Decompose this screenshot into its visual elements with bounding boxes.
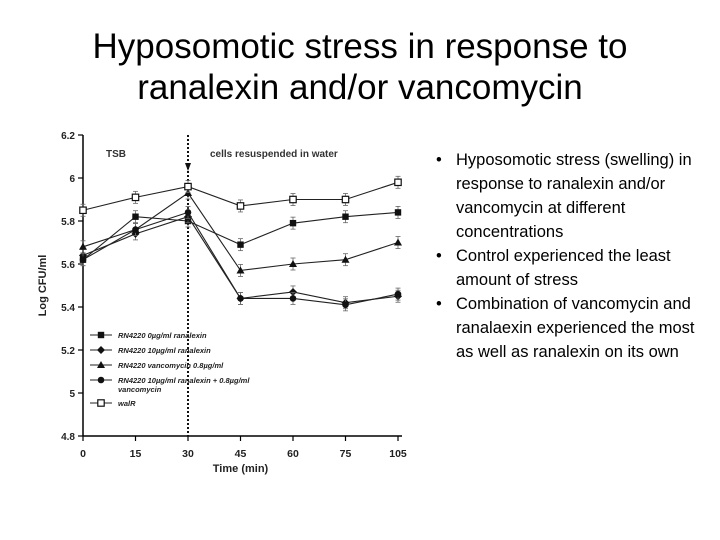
data-point (289, 219, 297, 227)
data-point (79, 256, 87, 263)
legend-marker (97, 361, 105, 368)
x-axis-label: Time (min) (213, 463, 269, 475)
data-point (236, 266, 245, 274)
data-point (79, 206, 87, 215)
bullet-item: • Combination of vancomycin and ranalaexi… (436, 292, 708, 364)
legend-label: RN4220 10µg/ml ranalexin (118, 346, 211, 355)
data-point (289, 287, 297, 296)
annotation-tsb: TSB (106, 149, 126, 160)
legend-marker (97, 399, 105, 407)
y-tick-label: 5.4 (61, 303, 75, 314)
y-axis-label: Log CFU/ml (37, 255, 49, 317)
bullet-dot-icon: • (436, 151, 442, 169)
y-tick-label: 4.8 (61, 432, 75, 443)
data-point (132, 226, 139, 233)
annotation-resuspended: cells resuspended in water (210, 149, 338, 160)
data-point (394, 178, 402, 187)
bullet-item: • Control experienced the least amount of… (436, 244, 708, 292)
data-point (132, 213, 139, 220)
data-point (237, 241, 244, 248)
slide-title-line-2: ranalexin and/or vancomycin (137, 68, 583, 107)
x-tick-label: 15 (130, 448, 142, 460)
legend-label: RN4220 10µg/ml ranalexin + 0.8µg/ml (118, 376, 250, 385)
data-point (289, 260, 297, 267)
x-tick-label: 45 (235, 448, 247, 460)
data-point (289, 295, 297, 302)
legend-label: walR (118, 399, 136, 408)
x-tick-label: 105 (389, 448, 407, 460)
bullet-dot-icon: • (436, 247, 442, 265)
legend-marker (97, 346, 105, 354)
data-point (342, 213, 349, 220)
data-point (342, 301, 349, 309)
chart-svg: 4.8 5 5.2 5.4 5.6 5.8 6 6.2 0 15 30 45 60 75 105 Time (… (37, 131, 407, 475)
data-point (394, 290, 402, 298)
y-tick-label: 6 (69, 174, 75, 185)
slide-title: Hyposomotic stress in response to ranale… (40, 26, 680, 108)
data-point (236, 202, 245, 210)
chart: 4.8 5 5.2 5.4 5.6 5.8 6 6.2 0 15 30 45 60 75 105 Time (… (30, 120, 430, 490)
data-point (184, 209, 192, 216)
legend-label: RN4220 0µg/ml ranalexin (118, 331, 207, 340)
bullet-list: • Hyposomotic stress (swelling) in respon… (436, 148, 708, 364)
x-tick-label: 75 (340, 448, 352, 460)
data-point (237, 295, 244, 302)
x-tick-label: 60 (287, 448, 299, 460)
x-tick-label: 0 (80, 448, 86, 460)
series-line-4 (82, 211, 399, 306)
bullet-dot-icon: • (436, 295, 442, 313)
bullet-text: Hyposomotic stress (swelling) in respons… (456, 151, 692, 241)
x-tick-label: 30 (182, 448, 194, 460)
bullet-text: Combination of vancomycin and ranalaexin… (456, 295, 695, 361)
legend-label: vancomycin (118, 385, 162, 394)
y-tick-label: 5.8 (61, 217, 75, 228)
y-tick-label: 5.6 (61, 260, 75, 271)
data-point (79, 242, 87, 250)
legend-label: RN4220 vancomycin 0.8µg/ml (118, 361, 224, 370)
data-point (289, 195, 297, 204)
y-tick-label: 5 (69, 389, 75, 400)
data-point (184, 182, 192, 191)
y-tick-label: 6.2 (61, 131, 75, 142)
legend-marker (97, 376, 105, 384)
data-point (394, 238, 402, 246)
slide-title-line-1: Hyposomotic stress in response to (92, 27, 628, 66)
data-point (394, 209, 402, 216)
divider-arrow-icon (185, 163, 191, 171)
legend-marker (97, 331, 105, 339)
data-point (341, 255, 350, 263)
data-point (341, 195, 350, 204)
series-line-2 (82, 216, 399, 304)
bullet-text: Control experienced the least amount of … (456, 247, 671, 289)
data-point (131, 193, 140, 202)
y-tick-label: 5.2 (61, 346, 75, 357)
bullet-item: • Hyposomotic stress (swelling) in respon… (436, 148, 708, 244)
